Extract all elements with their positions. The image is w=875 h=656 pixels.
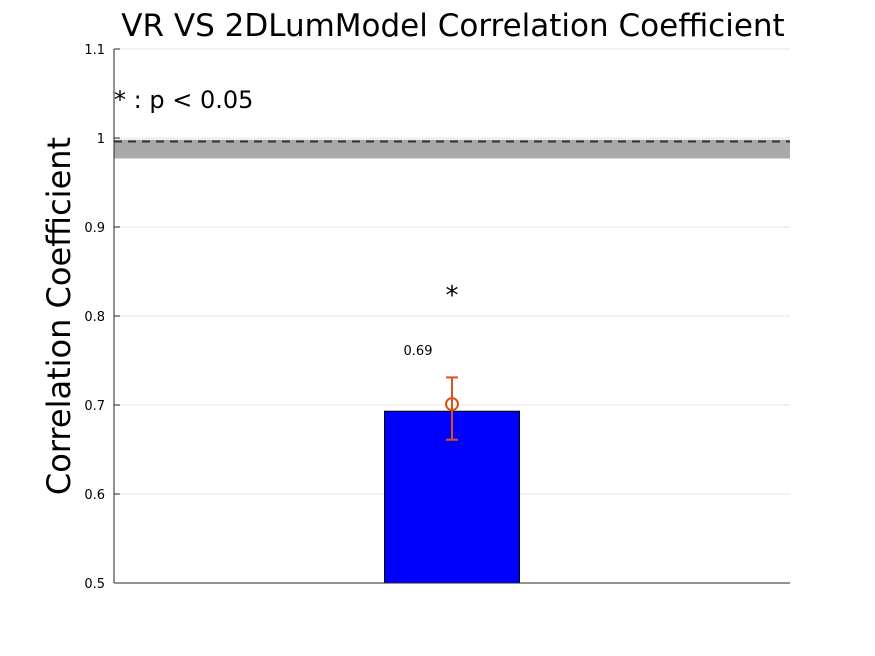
- y-tick-label: 1: [97, 132, 105, 147]
- y-tick-label: 0.7: [84, 399, 105, 414]
- y-tick-labels: 0.5 0.6 0.7 0.8 0.9 1 1.1: [84, 43, 105, 592]
- y-tick-label: 1.1: [84, 43, 105, 58]
- significance-marker: *: [446, 281, 459, 311]
- y-tick-label: 0.8: [84, 310, 105, 325]
- reference-band: [114, 139, 790, 159]
- y-tick-label: 0.5: [84, 577, 105, 592]
- chart-title: VR VS 2DLumModel Correlation Coefficient: [121, 8, 784, 44]
- y-axis-label: Correlation Coefficient: [40, 137, 78, 495]
- bar-value-label: 0.69: [404, 344, 433, 359]
- y-tick-label: 0.9: [84, 221, 105, 236]
- annotation-layer: 0.69 *: [404, 281, 459, 359]
- significance-legend: * : p < 0.05: [114, 86, 253, 114]
- y-tick-label: 0.6: [84, 488, 105, 503]
- axis-layer: [113, 48, 790, 584]
- bar-layer: [384, 376, 520, 584]
- reference-band-layer: [114, 139, 790, 159]
- mean-marker: [445, 397, 459, 412]
